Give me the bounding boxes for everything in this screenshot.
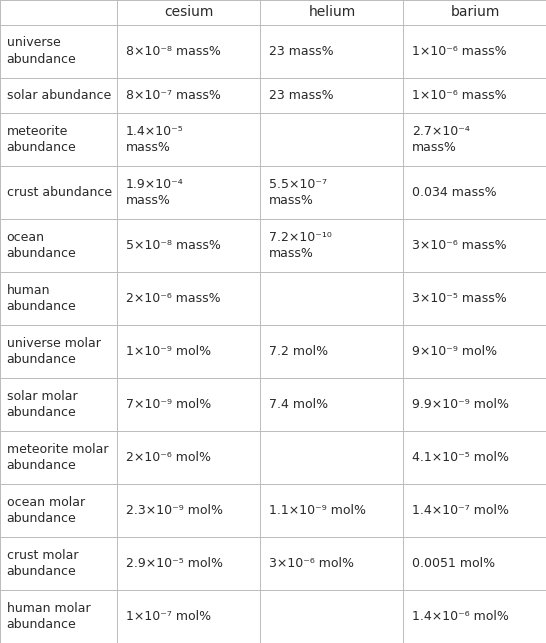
Text: meteorite molar
abundance: meteorite molar abundance — [7, 443, 108, 472]
Text: solar abundance: solar abundance — [7, 89, 111, 102]
Text: crust abundance: crust abundance — [7, 186, 112, 199]
Text: 2×10⁻⁶ mass%: 2×10⁻⁶ mass% — [126, 292, 220, 305]
Text: 2×10⁻⁶ mol%: 2×10⁻⁶ mol% — [126, 451, 211, 464]
Text: cesium: cesium — [164, 5, 213, 19]
Text: 1×10⁻⁷ mol%: 1×10⁻⁷ mol% — [126, 610, 211, 623]
Text: 7.2×10⁻¹⁰
mass%: 7.2×10⁻¹⁰ mass% — [269, 231, 331, 260]
Text: 7×10⁻⁹ mol%: 7×10⁻⁹ mol% — [126, 398, 211, 411]
Text: 5.5×10⁻⁷
mass%: 5.5×10⁻⁷ mass% — [269, 178, 327, 207]
Text: 3×10⁻⁵ mass%: 3×10⁻⁵ mass% — [412, 292, 507, 305]
Text: 2.9×10⁻⁵ mol%: 2.9×10⁻⁵ mol% — [126, 557, 223, 570]
Text: 9.9×10⁻⁹ mol%: 9.9×10⁻⁹ mol% — [412, 398, 509, 411]
Text: universe
abundance: universe abundance — [7, 37, 76, 66]
Text: 1×10⁻⁶ mass%: 1×10⁻⁶ mass% — [412, 45, 506, 58]
Text: 7.2 mol%: 7.2 mol% — [269, 345, 328, 358]
Text: 3×10⁻⁶ mass%: 3×10⁻⁶ mass% — [412, 239, 506, 252]
Text: solar molar
abundance: solar molar abundance — [7, 390, 77, 419]
Text: 8×10⁻⁸ mass%: 8×10⁻⁸ mass% — [126, 45, 221, 58]
Text: barium: barium — [450, 5, 500, 19]
Text: crust molar
abundance: crust molar abundance — [7, 548, 78, 578]
Text: 1.1×10⁻⁹ mol%: 1.1×10⁻⁹ mol% — [269, 504, 366, 517]
Text: 9×10⁻⁹ mol%: 9×10⁻⁹ mol% — [412, 345, 497, 358]
Text: human
abundance: human abundance — [7, 284, 76, 313]
Text: 23 mass%: 23 mass% — [269, 89, 333, 102]
Text: meteorite
abundance: meteorite abundance — [7, 125, 76, 154]
Text: 1.9×10⁻⁴
mass%: 1.9×10⁻⁴ mass% — [126, 178, 183, 207]
Text: ocean
abundance: ocean abundance — [7, 231, 76, 260]
Text: 7.4 mol%: 7.4 mol% — [269, 398, 328, 411]
Text: universe molar
abundance: universe molar abundance — [7, 337, 100, 367]
Text: 3×10⁻⁶ mol%: 3×10⁻⁶ mol% — [269, 557, 354, 570]
Text: 1.4×10⁻⁷ mol%: 1.4×10⁻⁷ mol% — [412, 504, 509, 517]
Text: 0.034 mass%: 0.034 mass% — [412, 186, 496, 199]
Text: helium: helium — [308, 5, 355, 19]
Text: ocean molar
abundance: ocean molar abundance — [7, 496, 85, 525]
Text: 5×10⁻⁸ mass%: 5×10⁻⁸ mass% — [126, 239, 221, 252]
Text: 2.7×10⁻⁴
mass%: 2.7×10⁻⁴ mass% — [412, 125, 470, 154]
Text: 1×10⁻⁶ mass%: 1×10⁻⁶ mass% — [412, 89, 506, 102]
Text: human molar
abundance: human molar abundance — [7, 602, 90, 631]
Text: 0.0051 mol%: 0.0051 mol% — [412, 557, 495, 570]
Text: 1×10⁻⁹ mol%: 1×10⁻⁹ mol% — [126, 345, 211, 358]
Text: 2.3×10⁻⁹ mol%: 2.3×10⁻⁹ mol% — [126, 504, 223, 517]
Text: 1.4×10⁻⁶ mol%: 1.4×10⁻⁶ mol% — [412, 610, 508, 623]
Text: 1.4×10⁻⁵
mass%: 1.4×10⁻⁵ mass% — [126, 125, 183, 154]
Text: 4.1×10⁻⁵ mol%: 4.1×10⁻⁵ mol% — [412, 451, 509, 464]
Text: 8×10⁻⁷ mass%: 8×10⁻⁷ mass% — [126, 89, 221, 102]
Text: 23 mass%: 23 mass% — [269, 45, 333, 58]
